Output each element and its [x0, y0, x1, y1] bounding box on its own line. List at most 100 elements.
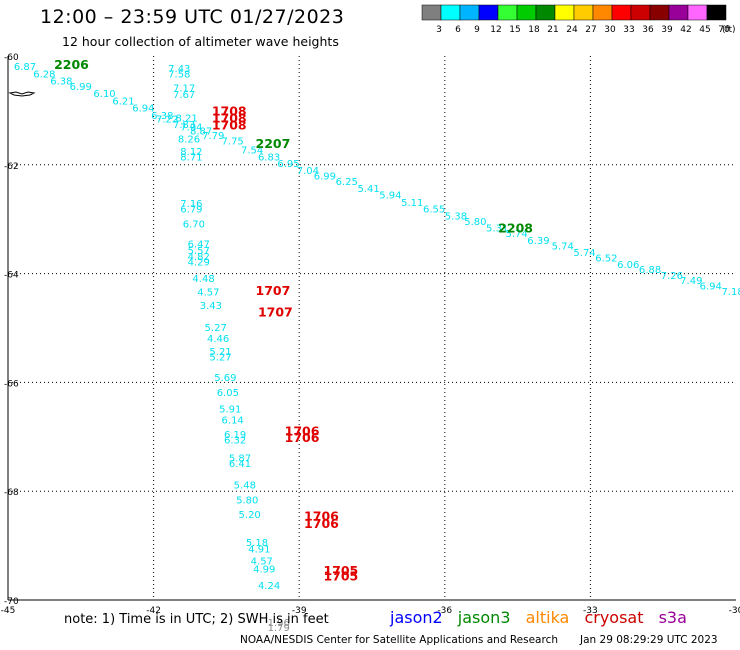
wave-height-label: 6.14 [222, 415, 244, 426]
wave-height-label: 4.29 [188, 258, 210, 269]
legend-swatch [630, 4, 651, 21]
wave-height-label: 7.26 [661, 271, 683, 282]
legend-swatch [668, 4, 689, 21]
x-tick-label: -39 [292, 606, 307, 616]
sat-s3a: s3a [658, 608, 687, 627]
wave-height-label: 4.24 [258, 581, 280, 592]
time-label: 2206 [54, 57, 89, 72]
wave-height-label: 6.70 [183, 220, 205, 231]
wave-height-label: 5.27 [205, 323, 227, 334]
legend-label: 39 [661, 25, 673, 35]
legend-swatch [554, 4, 575, 21]
wave-height-label: 6.38 [50, 76, 72, 87]
wave-height-label: 7.43 [168, 64, 190, 75]
footer-note: note: 1) Time is in UTC; 2) SWH is in fe… [64, 612, 329, 627]
wave-height-label: 7.58 [168, 69, 190, 80]
wave-height-label: 4.99 [253, 564, 275, 575]
wave-height-label: 5.74 [505, 229, 527, 240]
time-label: 1708 [212, 103, 247, 118]
wave-height-label: 6.94 [132, 104, 154, 115]
wave-height-label: 6.99 [70, 82, 92, 93]
time-label: 1708 [212, 118, 247, 133]
y-tick-label: -64 [4, 271, 19, 281]
wave-height-label: 7.67 [173, 90, 195, 101]
wave-height-label: 5.74 [573, 248, 595, 259]
legend-label: 42 [680, 25, 691, 35]
wave-height-label: 5.20 [239, 510, 261, 521]
wave-height-label: 5.18 [246, 538, 268, 549]
wave-height-label: 5.80 [464, 217, 486, 228]
wave-height-label: 5.87 [229, 453, 251, 464]
wave-height-label: 4.57 [251, 556, 273, 567]
wave-height-label: 5.41 [357, 184, 379, 195]
timestamp-text: Jan 29 08:29:29 UTC 2023 [580, 634, 718, 646]
wave-height-label: 6.06 [617, 260, 639, 271]
wave-height-label: 6.38 [151, 111, 173, 122]
wave-height-label: 4.46 [207, 334, 229, 345]
legend-label: 18 [528, 25, 540, 35]
legend-label: 24 [566, 25, 578, 35]
y-tick-label: -68 [4, 488, 19, 498]
legend-swatch [459, 4, 480, 21]
wave-height-label: 6.79 [180, 204, 202, 215]
wave-height-label: 4.48 [192, 274, 214, 285]
sat-jason3: jason3 [457, 608, 511, 627]
wave-height-label: 5.80 [236, 495, 258, 506]
wave-height-label: 8.21 [175, 113, 197, 124]
sat-jason2: jason2 [390, 608, 443, 627]
x-tick-label: -33 [583, 606, 598, 616]
sat-altika: altika [525, 608, 570, 627]
legend-label: 70 [718, 25, 730, 35]
x-tick-label: -42 [146, 606, 161, 616]
wave-height-label: 5.74 [552, 241, 574, 252]
legend-swatch [440, 4, 461, 21]
wave-height-label: 6.25 [336, 177, 358, 188]
wave-height-label: 7.04 [297, 166, 319, 177]
legend-label: 9 [474, 25, 480, 35]
wave-height-label: 5.94 [379, 191, 401, 202]
wave-height-label: 5.57 [188, 246, 210, 257]
page-title: 12:00 – 23:59 UTC 01/27/2023 [40, 6, 345, 28]
legend-label: 21 [547, 25, 558, 35]
wave-height-label: 5.11 [401, 198, 423, 209]
time-label: 1706 [304, 516, 339, 531]
legend-swatch [611, 4, 632, 21]
y-tick-label: -66 [4, 379, 19, 389]
wave-height-label: 6.05 [217, 388, 239, 399]
wave-height-label: 6.88 [639, 265, 661, 276]
legend-swatch [573, 4, 594, 21]
wave-height-label: 1.79 [268, 623, 290, 634]
wave-height-label: 6.28 [33, 69, 55, 80]
legend-label: 30 [604, 25, 616, 35]
legend-label: 12 [490, 25, 501, 35]
wave-height-label: 8.87 [190, 127, 212, 138]
wave-height-label: 6.95 [277, 159, 299, 170]
x-tick-label: -36 [437, 606, 452, 616]
wave-height-label: 7.79 [202, 131, 224, 142]
legend-label: 27 [585, 25, 596, 35]
wave-height-label: 7.22 [156, 115, 178, 126]
wave-height-label: 4.57 [197, 288, 219, 299]
wave-height-label: 6.87 [14, 62, 36, 73]
legend-label: 36 [642, 25, 654, 35]
time-label: 1706 [304, 509, 339, 524]
wave-height-label: 7.83 [173, 120, 195, 131]
wave-height-label: 7.49 [680, 276, 702, 287]
legend-swatch [649, 4, 670, 21]
wave-height-label: 7.18 [721, 287, 740, 298]
wave-height-label: 7.54 [241, 146, 263, 157]
wave-height-label: 8.71 [180, 153, 202, 164]
credit-text: NOAA/NESDIS Center for Satellite Applica… [240, 634, 558, 646]
legend-swatch [497, 4, 518, 21]
wave-height-label: 6.32 [224, 436, 246, 447]
legend-swatch [687, 4, 708, 21]
wave-height-label: 6.21 [112, 97, 134, 108]
wave-height-label: 6.55 [423, 204, 445, 215]
time-label: 1708 [212, 110, 247, 125]
wave-height-label: 5.27 [209, 352, 231, 363]
legend-swatch [535, 4, 556, 21]
wave-height-label: 5.69 [214, 373, 236, 384]
x-tick-label: -45 [1, 606, 16, 616]
wave-height-label: 6.39 [527, 236, 549, 247]
